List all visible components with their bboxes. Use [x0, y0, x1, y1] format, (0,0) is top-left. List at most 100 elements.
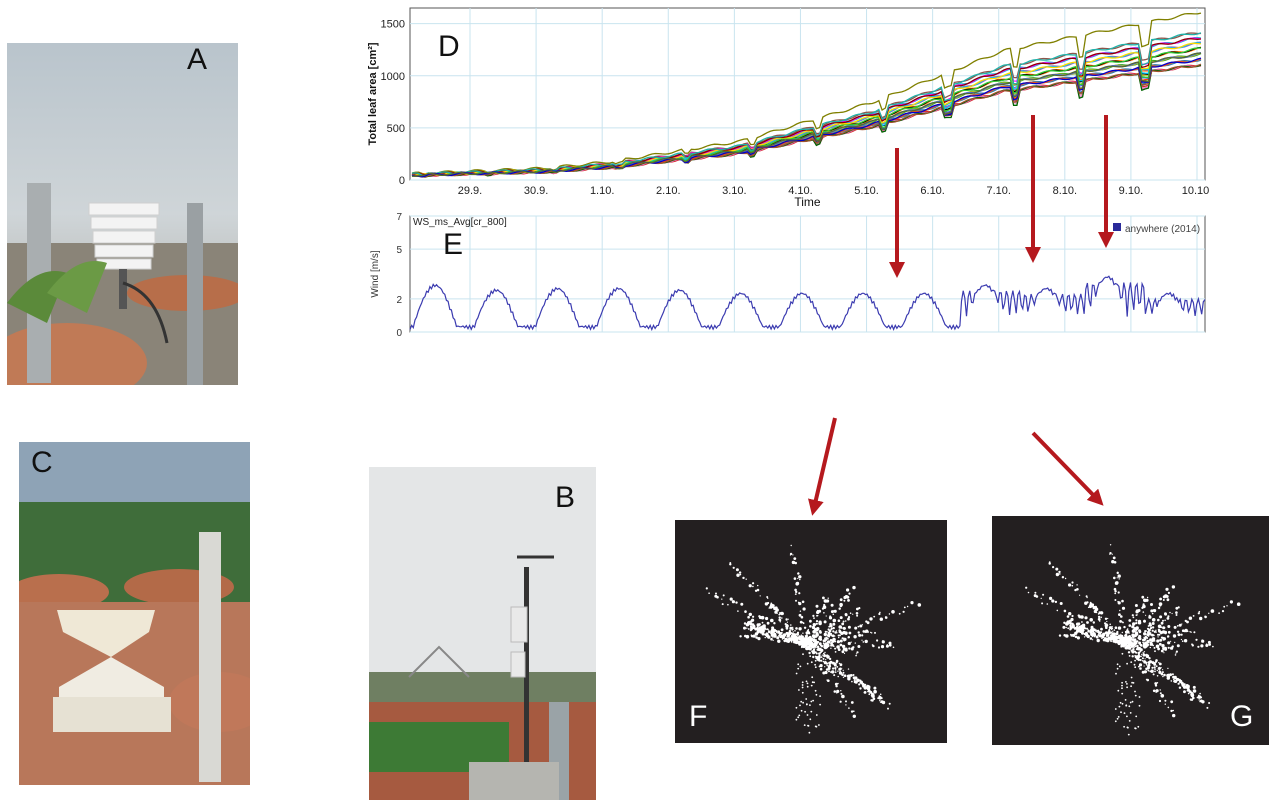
leaf-pixel: [1092, 639, 1094, 641]
leaf-pixel: [1048, 562, 1051, 565]
leaf-pixel: [1157, 636, 1159, 638]
leaf-pixel: [856, 607, 859, 611]
stem-pixel: [810, 710, 813, 713]
leaf-pixel: [812, 648, 816, 652]
stem-pixel: [815, 714, 818, 716]
leaf-pixel: [823, 621, 825, 623]
leaf-pixel: [770, 602, 773, 605]
leaf-pixel: [1067, 627, 1070, 630]
leaf-pixel: [1178, 623, 1182, 627]
stem-pixel: [814, 659, 817, 662]
leaf-pixel: [1141, 657, 1144, 660]
leaf-pixel: [792, 631, 794, 633]
stem-pixel: [1119, 701, 1122, 704]
leaf-pixel: [887, 707, 889, 710]
leaf-pixel: [1097, 615, 1101, 619]
leaf-pixel: [1063, 634, 1066, 637]
leaf-pixel: [732, 566, 735, 569]
panel-label-e: E: [443, 228, 464, 261]
leaf-pixel: [1095, 630, 1097, 633]
leaf-pixel: [1139, 658, 1142, 662]
leaf-pixel: [1198, 699, 1200, 701]
arrow-to-g: [1031, 431, 1104, 506]
leaf-pixel: [752, 615, 755, 618]
leaf-pixel: [1080, 627, 1085, 631]
leaf-pixel: [1095, 635, 1099, 639]
leaf-pixel: [1189, 631, 1191, 633]
leaf-pixel: [1139, 667, 1142, 670]
leaf-pixel: [744, 611, 747, 613]
leaf-pixel: [1160, 667, 1162, 670]
leaf-pixel: [830, 644, 833, 647]
panel-label-d: D: [438, 30, 460, 63]
leaf-pixel: [815, 652, 818, 655]
leaf-pixel: [773, 622, 776, 625]
leaf-pixel: [1040, 597, 1042, 599]
leaf-pixel: [779, 621, 781, 623]
leaf-pixel: [1134, 630, 1136, 632]
leaf-pixel: [830, 647, 832, 649]
leaf-pixel: [829, 639, 833, 642]
leaf-pixel: [837, 648, 841, 651]
leaf-pixel: [1093, 609, 1097, 614]
leaf-pixel: [748, 584, 752, 588]
leaf-pixel: [1145, 614, 1147, 616]
leaf-pixel: [1144, 658, 1146, 660]
leaf-pixel: [850, 641, 852, 643]
leaf-pixel: [1176, 625, 1179, 627]
leaf-pixel: [1161, 671, 1164, 674]
leaf-pixel: [902, 610, 905, 613]
leaf-pixel: [853, 710, 855, 712]
leaf-pixel: [737, 610, 739, 612]
stem-pixel: [1130, 661, 1133, 663]
leaf-area-series-line: [411, 52, 1201, 177]
leaf-pixel: [878, 696, 882, 700]
leaf-pixel: [1167, 641, 1171, 645]
legend-swatch: [1113, 223, 1121, 231]
stem-pixel: [804, 710, 806, 713]
leaf-pixel: [834, 631, 837, 634]
leaf-pixel: [1109, 639, 1112, 641]
leaf-pixel: [906, 605, 909, 608]
leaf-pixel: [774, 606, 778, 610]
stem-pixel: [1117, 689, 1120, 692]
leaf-pixel: [1139, 648, 1141, 650]
leaf-pixel: [854, 626, 858, 630]
leaf-pixel: [1114, 581, 1119, 585]
leaf-area-series-line: [411, 57, 1202, 178]
leaf-pixel: [823, 652, 825, 655]
leaf-pixel: [1157, 618, 1160, 622]
leaf-pixel: [818, 652, 821, 655]
leaf-pixel: [1151, 626, 1155, 629]
leaf-pixel: [1151, 670, 1154, 673]
leaf-pixel: [855, 653, 858, 655]
leaf-pixel: [802, 607, 806, 611]
leaf-pixel: [1167, 646, 1170, 649]
leaf-pixel: [818, 621, 822, 626]
leaf-pixel: [1167, 675, 1169, 678]
leaf-pixel: [865, 629, 869, 633]
leaf-pixel: [810, 641, 813, 644]
leaf-pixel: [1184, 628, 1188, 633]
leaf-pixel: [1109, 544, 1112, 546]
leaf-pixel: [1145, 678, 1148, 681]
leaf-pixel: [1074, 631, 1078, 635]
leaf-pixel: [829, 633, 832, 636]
leaf-pixel: [1163, 673, 1166, 677]
leaf-pixel: [1173, 625, 1177, 629]
x-axis-label: Time: [794, 195, 821, 209]
stem-pixel: [1130, 685, 1132, 688]
leaf-pixel: [1167, 615, 1170, 618]
leaf-pixel: [869, 690, 873, 694]
stem-pixel: [815, 693, 818, 696]
leaf-pixel: [1172, 634, 1177, 638]
leaf-pixel: [750, 626, 754, 630]
leaf-pixel: [1066, 615, 1070, 618]
leaf-pixel: [881, 640, 885, 644]
leaf-pixel: [1092, 633, 1097, 637]
leaf-pixel: [831, 640, 835, 643]
leaf-pixel: [812, 623, 816, 627]
leaf-pixel: [778, 616, 781, 619]
leaf-pixel: [735, 568, 739, 572]
leaf-pixel: [759, 595, 761, 597]
